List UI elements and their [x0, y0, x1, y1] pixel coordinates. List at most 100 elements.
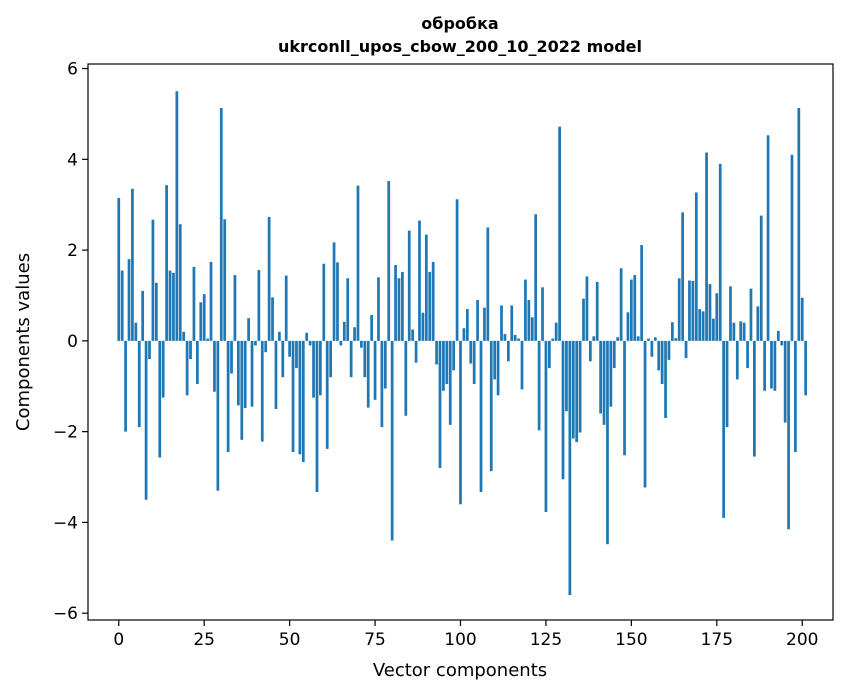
bar	[424, 234, 428, 341]
bar	[243, 340, 247, 409]
bar	[660, 340, 664, 384]
bar	[233, 275, 237, 341]
bar	[195, 340, 199, 384]
bar	[626, 312, 630, 341]
bar	[411, 329, 415, 341]
bar	[301, 340, 305, 463]
y-tick-label: 0	[67, 332, 78, 352]
bar	[342, 321, 346, 341]
bar	[339, 340, 343, 346]
bar	[319, 340, 322, 396]
bar	[267, 216, 271, 341]
bar	[250, 340, 254, 407]
bar	[694, 192, 698, 341]
bar	[414, 340, 418, 363]
bar	[506, 340, 510, 362]
bar	[151, 219, 155, 341]
bar	[493, 340, 497, 380]
bar	[592, 336, 596, 341]
bar	[260, 340, 264, 442]
bar-series	[117, 91, 808, 596]
bar	[568, 340, 572, 596]
bar	[373, 340, 377, 400]
bar	[161, 340, 165, 398]
bar	[360, 340, 363, 348]
bar	[718, 163, 722, 341]
bar	[134, 322, 138, 341]
x-tick-label: 125	[530, 630, 562, 650]
y-tick-label: −2	[53, 423, 78, 443]
x-tick-label: 75	[364, 630, 386, 650]
bar	[131, 188, 134, 341]
bar	[168, 270, 172, 341]
bar	[192, 266, 196, 341]
bar	[561, 340, 565, 480]
bar	[602, 340, 606, 425]
y-axis-ticks: −6 −4 −2 0 2 4 6	[53, 60, 88, 624]
bar	[288, 340, 291, 357]
bar	[595, 281, 599, 341]
bar	[353, 327, 356, 341]
bar	[578, 340, 582, 433]
x-tick-label: 175	[701, 630, 733, 650]
bar	[165, 185, 168, 341]
bar	[677, 278, 681, 341]
bar	[387, 181, 391, 341]
bar	[219, 108, 223, 341]
bar	[589, 340, 592, 362]
bar	[329, 340, 332, 378]
bar	[144, 340, 148, 500]
bar	[735, 340, 739, 380]
bar	[640, 245, 643, 341]
bar	[537, 340, 541, 431]
bar	[237, 340, 240, 406]
bar	[127, 259, 131, 341]
bar	[240, 340, 244, 440]
bar	[472, 340, 476, 384]
x-tick-label: 200	[786, 630, 818, 650]
bar	[284, 275, 288, 341]
bar	[712, 318, 715, 341]
bar	[500, 305, 503, 341]
bar	[401, 271, 404, 341]
bar	[452, 340, 456, 371]
bar	[780, 340, 784, 346]
bar	[370, 314, 374, 341]
bar	[209, 261, 213, 341]
bar	[336, 262, 339, 341]
bar	[759, 215, 763, 341]
x-tick-label: 0	[113, 630, 124, 650]
bar	[770, 340, 773, 389]
bar	[725, 340, 729, 428]
bar	[547, 340, 551, 369]
chart-subtitle: ukrconll_upos_cbow_200_10_2022 model	[278, 37, 642, 56]
bar	[698, 309, 702, 341]
bar	[551, 338, 555, 341]
bar	[483, 307, 486, 341]
bar	[647, 338, 650, 341]
bar	[315, 340, 319, 493]
bar	[517, 338, 520, 341]
bar	[790, 154, 794, 341]
bar	[445, 340, 449, 384]
bar	[418, 220, 421, 341]
bar	[749, 288, 753, 341]
bar	[154, 282, 158, 341]
bar	[582, 298, 585, 341]
chart-title: обробка	[421, 14, 498, 33]
bar	[380, 340, 384, 428]
bar	[527, 300, 531, 341]
bar	[705, 152, 708, 341]
bar	[715, 293, 719, 341]
bar	[428, 271, 432, 341]
bar	[684, 340, 688, 359]
bar	[558, 126, 561, 341]
plot-frame	[87, 63, 834, 621]
bar	[671, 322, 674, 341]
y-tick-label: 6	[67, 60, 78, 80]
bar	[630, 279, 633, 341]
bar	[688, 280, 691, 341]
y-tick-label: 4	[67, 150, 78, 170]
bar	[281, 340, 285, 378]
bar	[158, 340, 162, 458]
